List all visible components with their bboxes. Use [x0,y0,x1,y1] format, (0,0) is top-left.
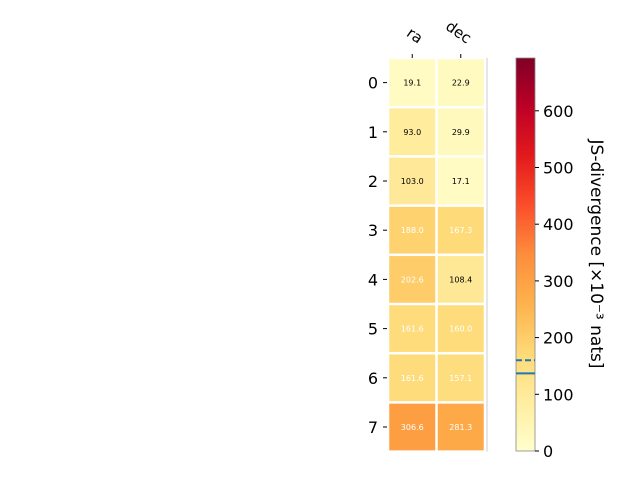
column-labels: ra dec [403,17,475,58]
colorbar-tick-label: 0 [543,442,553,461]
colorbar: 0 100 200 300 400 500 600 JS-divergence [×10⁻³… [515,57,606,461]
heatmap-cell-2-dec [437,157,484,205]
heatmap-cell-1-dec [437,108,484,156]
colorbar-tick-label: 600 [543,102,574,121]
heatmap-cell-6-ra [389,354,436,402]
cell-value-label: 17.1 [452,177,470,186]
colorbar-label: JS-divergence [×10⁻³ nats] [586,139,606,369]
colorbar-tick-label: 500 [543,158,574,177]
cell-value-label: 281.3 [449,423,472,432]
cell-value-label: 306.6 [401,423,424,432]
cell-value-label: 161.6 [401,374,424,383]
colorbar-reference-lines [516,359,535,375]
heatmap-cell-3-ra [389,206,436,254]
row-label-7: 7 [368,418,378,437]
heatmap-cell-5-ra [389,305,436,352]
row-label-6: 6 [368,369,378,388]
colorbar-ticks: 0 100 200 300 400 500 600 [535,102,574,461]
cell-value-label: 19.1 [403,79,421,88]
heatmap-cell-5-dec [437,305,484,352]
heatmap-cell-1-ra [389,108,436,156]
heatmap-cell-3-dec [437,206,484,254]
row-label-4: 4 [368,270,378,289]
row-label-5: 5 [368,320,378,339]
cell-value-label: 202.6 [401,275,424,284]
cell-value-label: 108.4 [449,275,472,284]
cell-value-label: 93.0 [403,128,421,137]
heatmap-cell-0-dec [437,59,484,106]
column-label-dec: dec [442,17,474,47]
heatmap-grid: 19.1 22.9 93.0 29.9 103.0 17.1 188.0 167.3 202.6… [389,58,488,452]
heatmap-cell-2-ra [389,157,436,205]
heatmap-cell-7-dec [437,403,484,451]
cell-value-label: 160.0 [449,325,472,334]
heatmap-cell-4-dec [437,256,484,303]
row-label-0: 0 [368,74,378,93]
row-label-3: 3 [368,221,378,240]
cell-value-label: 22.9 [452,79,470,88]
cell-value-label: 161.6 [401,325,424,334]
colorbar-tick-label: 300 [543,272,574,291]
heatmap-cell-4-ra [389,256,436,303]
colorbar-tick-label: 400 [543,215,574,234]
row-label-2: 2 [368,172,378,191]
column-label-ra: ra [403,24,426,48]
heatmap-cell-0-ra [389,59,436,106]
cell-value-label: 157.1 [449,374,472,383]
cell-value-label: 188.0 [401,226,424,235]
colorbar-tick-label: 200 [543,329,574,348]
heatmap-cell-6-dec [437,354,484,402]
colorbar-gradient [515,57,536,452]
colorbar-tick-label: 100 [543,385,574,404]
cell-value-label: 29.9 [452,128,470,137]
cell-value-label: 103.0 [401,177,424,186]
row-labels: 0 1 2 3 4 5 6 7 [368,74,387,437]
row-label-1: 1 [368,123,378,142]
cell-value-label: 167.3 [449,226,472,235]
heatmap-cell-7-ra [389,403,436,451]
